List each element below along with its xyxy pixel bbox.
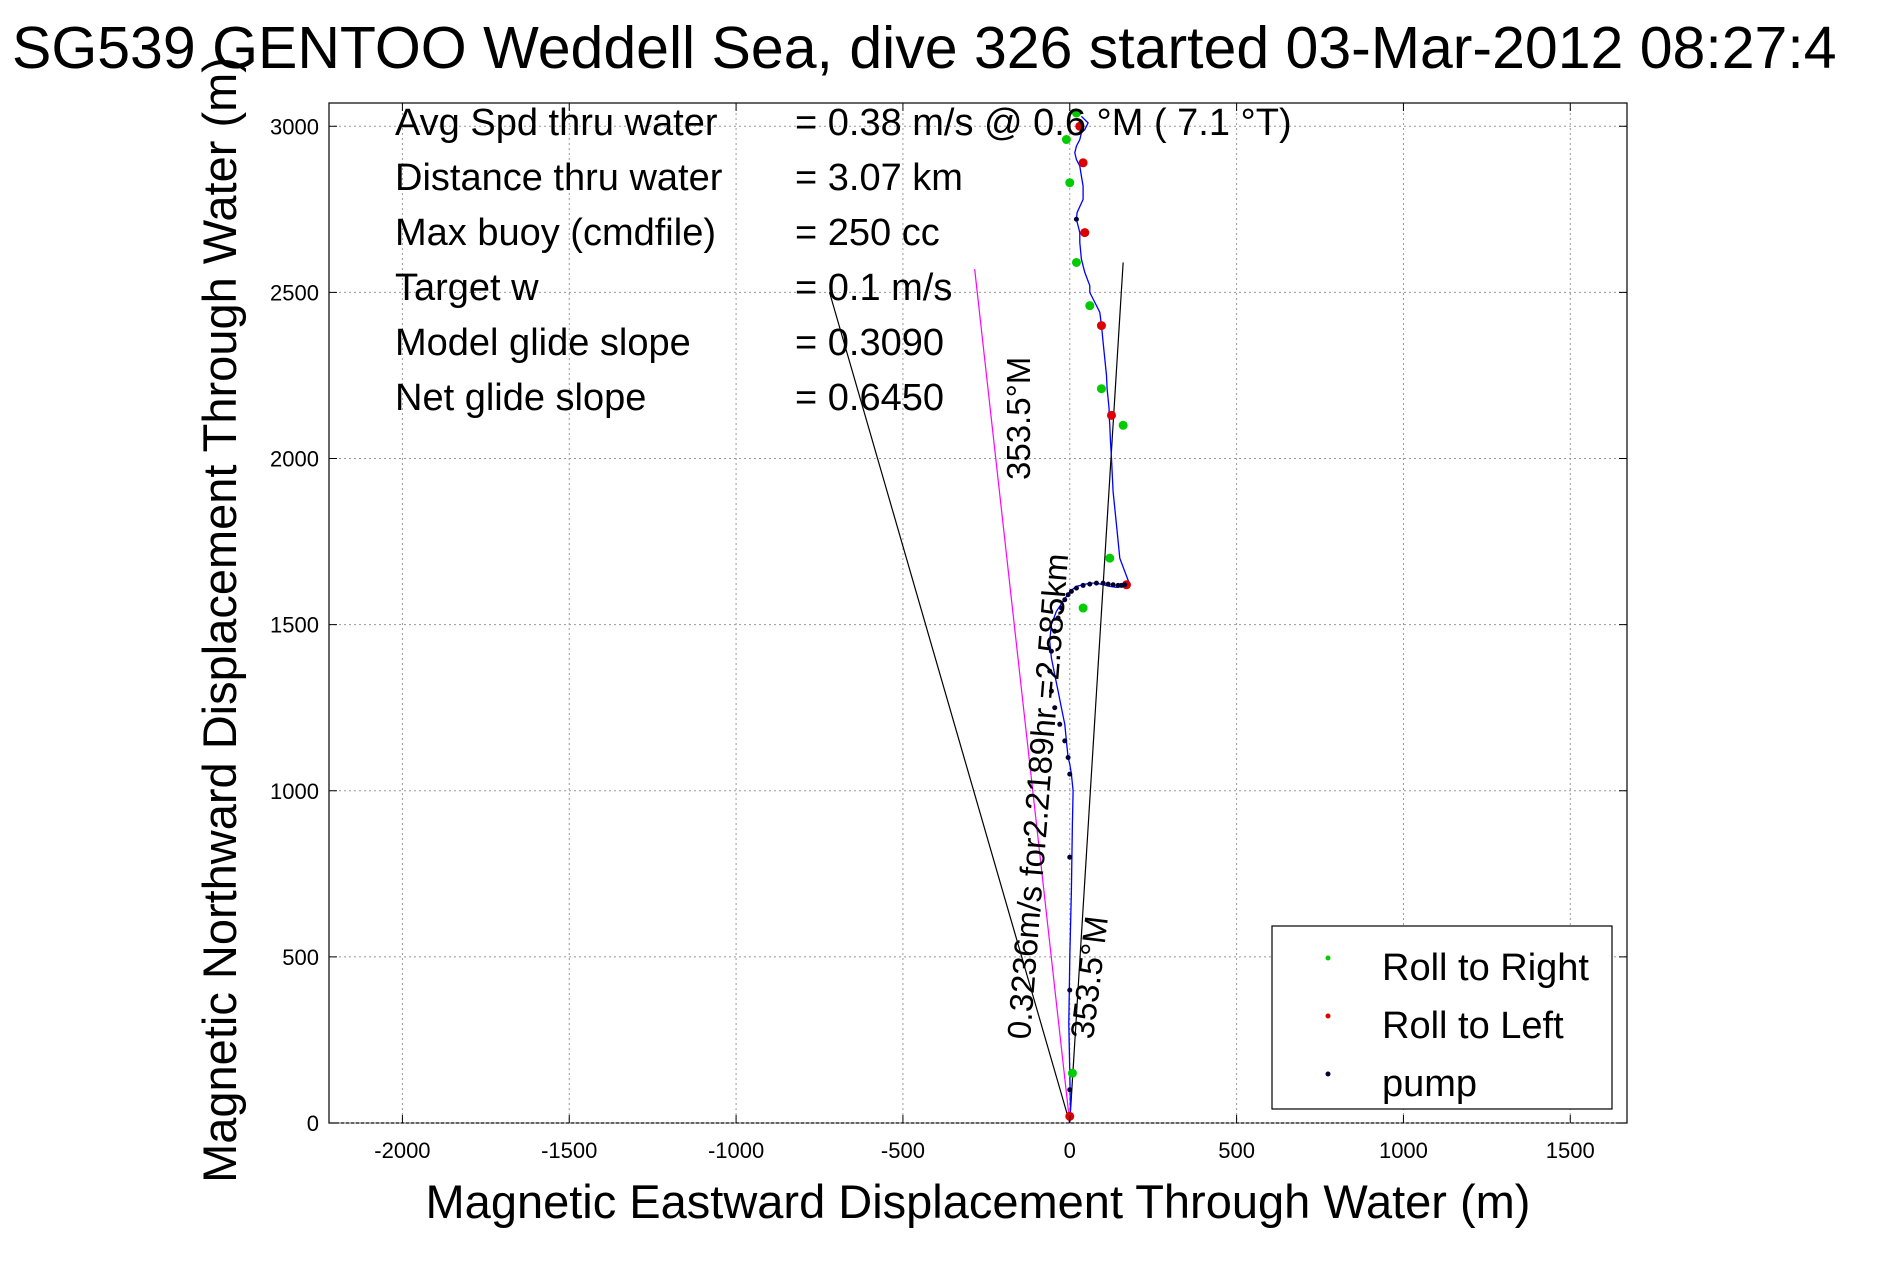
pump-marker xyxy=(1065,755,1071,761)
y-tick-label: 500 xyxy=(282,945,319,970)
guide-lines xyxy=(828,262,1124,1124)
stat-value: = 250 cc xyxy=(795,212,940,254)
x-ticks: -2000 -1500 -1000 -500 0 500 1000 1500 xyxy=(374,103,1595,1163)
pump-marker xyxy=(1110,582,1116,588)
pump-marker xyxy=(1048,688,1054,694)
x-tick-label: 1000 xyxy=(1379,1138,1428,1163)
pump-marker xyxy=(1058,605,1064,611)
pump-marker xyxy=(1122,582,1128,588)
x-tick-label: -1000 xyxy=(708,1138,764,1163)
pump-marker xyxy=(1105,581,1111,587)
stat-label: Distance thru water xyxy=(395,157,723,199)
pump-marker xyxy=(1052,628,1058,634)
pump-marker xyxy=(1073,216,1079,222)
pump-marker xyxy=(1073,585,1079,591)
pump-marker xyxy=(1062,597,1068,603)
y-ticks: 0 500 1000 1500 2000 2500 3000 xyxy=(270,114,1627,1136)
roll-to-right-marker xyxy=(1071,257,1081,267)
legend-swatch-roll-left xyxy=(1325,1013,1331,1019)
legend-label: Roll to Left xyxy=(1382,1005,1564,1047)
pump-marker xyxy=(1067,1087,1073,1093)
y-axis-label: Magnetic Northward Displacement Through … xyxy=(193,57,246,1183)
stat-value: = 0.3090 xyxy=(795,322,944,364)
track-line xyxy=(1049,115,1131,1124)
stat-value: = 0.6450 xyxy=(795,377,944,419)
roll-to-left-marker xyxy=(1078,158,1088,168)
pump-marker xyxy=(1052,705,1058,711)
pump-marker xyxy=(1055,615,1061,621)
roll-to-right-marker xyxy=(1118,420,1128,430)
legend-label: Roll to Right xyxy=(1382,947,1589,989)
roll-to-left-marker xyxy=(1096,321,1106,331)
roll-to-right-marker xyxy=(1078,603,1088,613)
track-layer xyxy=(1049,115,1131,1124)
pump-marker xyxy=(1087,581,1093,587)
pump-marker xyxy=(1067,771,1073,777)
stat-label: Target w xyxy=(395,267,539,309)
stat-value: = 0.1 m/s xyxy=(795,267,952,309)
y-tick-label: 2500 xyxy=(270,280,319,305)
roll-to-left-marker xyxy=(1106,410,1116,420)
pump-marker xyxy=(1065,592,1071,598)
pump-marker xyxy=(1093,580,1099,586)
x-tick-label: 0 xyxy=(1064,1138,1076,1163)
heading-annotation: 353.5°M xyxy=(1000,357,1037,480)
glide-cone-left xyxy=(828,292,1071,1124)
roll-to-right-marker xyxy=(1061,135,1071,145)
roll-to-left-marker xyxy=(1075,121,1085,131)
chart-title: SG539 GENTOO Weddell Sea, dive 326 start… xyxy=(12,15,1837,81)
roll-to-right-marker xyxy=(1096,384,1106,394)
pump-marker xyxy=(1057,721,1063,727)
pump-marker xyxy=(1048,648,1054,654)
roll-to-right-marker xyxy=(1067,1068,1077,1078)
pump-marker xyxy=(1080,582,1086,588)
x-tick-label: 1500 xyxy=(1546,1138,1595,1163)
x-tick-label: -500 xyxy=(881,1138,925,1163)
x-tick-label: 500 xyxy=(1218,1138,1255,1163)
roll-to-left-marker xyxy=(1080,228,1090,238)
pump-marker xyxy=(1067,987,1073,993)
pump-marker xyxy=(1100,580,1106,586)
roll-to-right-marker xyxy=(1105,553,1115,563)
pump-marker xyxy=(1047,668,1053,674)
x-axis-label: Magnetic Eastward Displacement Through W… xyxy=(426,1175,1531,1228)
roll-to-right-marker xyxy=(1085,301,1095,311)
legend-swatch-roll-right xyxy=(1325,955,1331,961)
stats-block: Avg Spd thru water = 0.38 m/s @ 0.6 °M (… xyxy=(395,102,1292,419)
x-tick-label: -1500 xyxy=(541,1138,597,1163)
legend: Roll to Right Roll to Left pump xyxy=(1271,925,1613,1110)
legend-label: pump xyxy=(1382,1063,1477,1105)
roll-to-right-marker xyxy=(1065,178,1075,188)
pump-marker xyxy=(1062,738,1068,744)
stat-value: = 0.38 m/s @ 0.6 °M ( 7.1 °T) xyxy=(795,102,1292,144)
current-vector xyxy=(974,269,1071,1124)
y-tick-label: 1000 xyxy=(270,779,319,804)
y-tick-label: 2000 xyxy=(270,447,319,472)
y-tick-label: 0 xyxy=(307,1111,319,1136)
pump-marker xyxy=(1068,588,1074,594)
stat-label: Net glide slope xyxy=(395,377,646,419)
pump-marker xyxy=(1067,854,1073,860)
stat-label: Max buoy (cmdfile) xyxy=(395,212,716,254)
stat-value: = 3.07 km xyxy=(795,157,963,199)
y-tick-label: 3000 xyxy=(270,114,319,139)
legend-swatch-pump xyxy=(1325,1071,1331,1077)
stat-label: Avg Spd thru water xyxy=(395,102,718,144)
roll-to-right-marker xyxy=(1071,108,1081,118)
glide-cone-right xyxy=(1069,262,1124,1124)
x-tick-label: -2000 xyxy=(374,1138,430,1163)
y-tick-label: 1500 xyxy=(270,613,319,638)
stat-label: Model glide slope xyxy=(395,322,691,364)
